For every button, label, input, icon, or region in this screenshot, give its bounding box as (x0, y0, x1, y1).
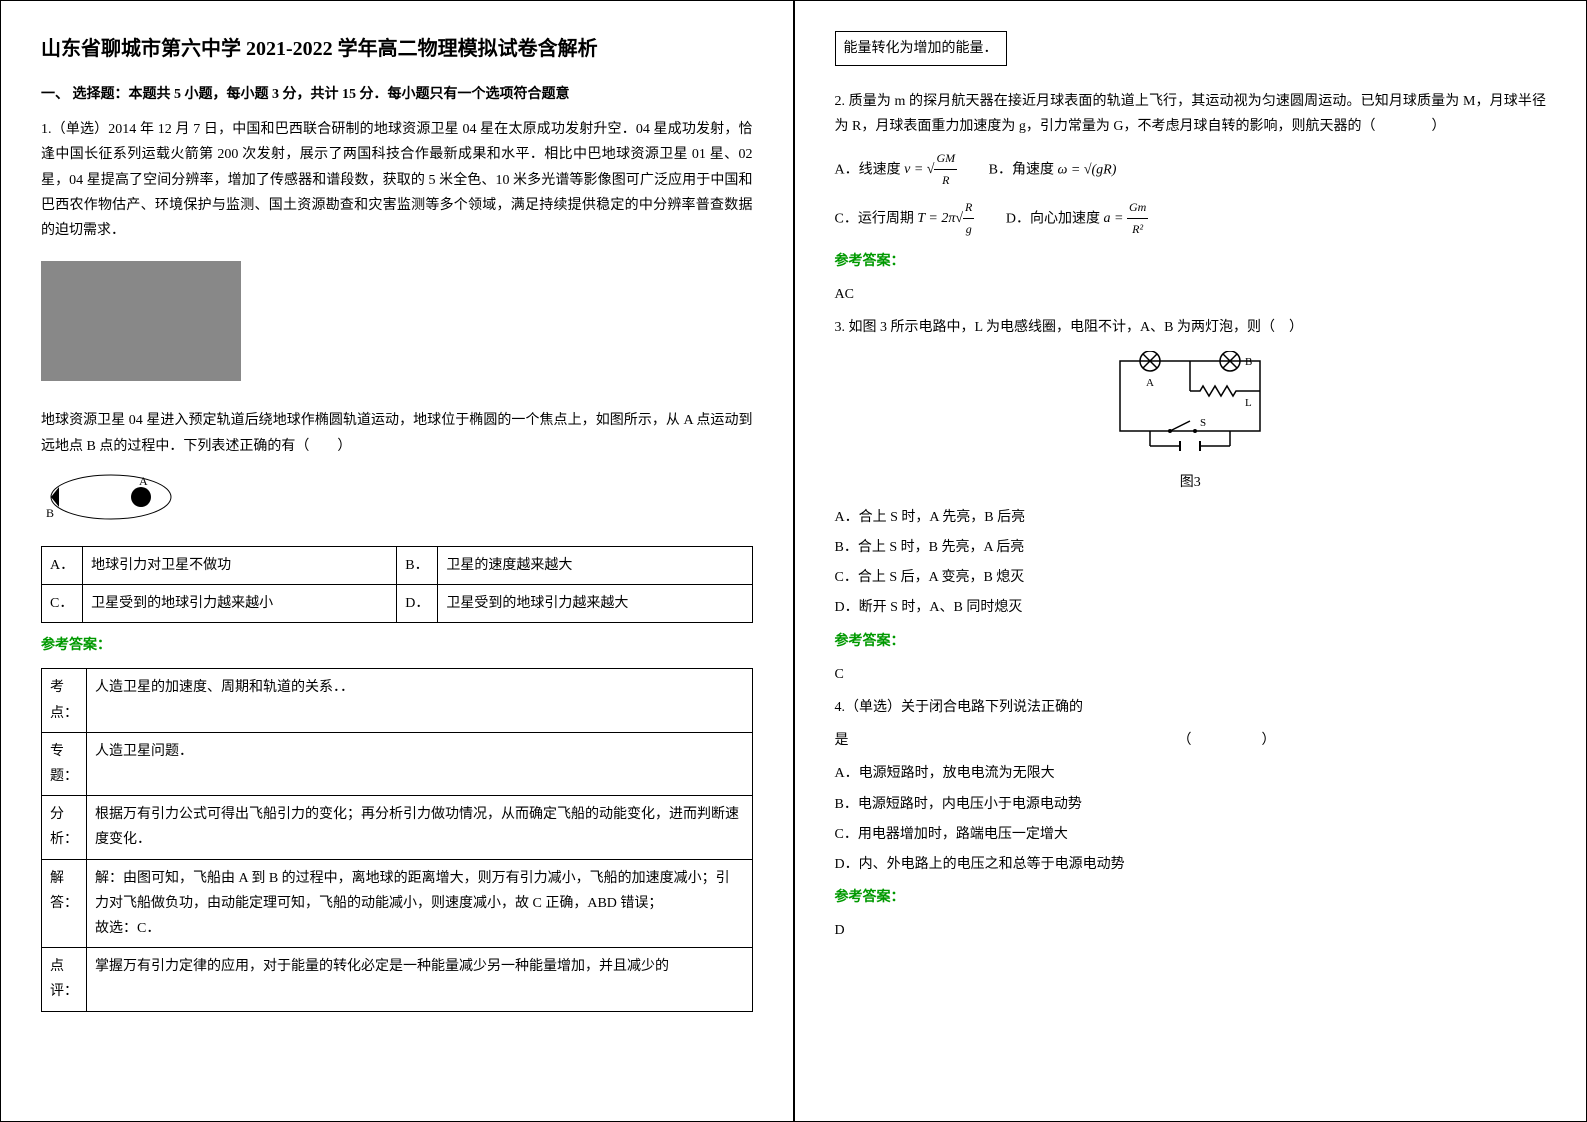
energy-box: 能量转化为增加的能量． (835, 31, 1007, 66)
table-row: C． 卫星受到的地球引力越来越小 D． 卫星受到的地球引力越来越大 (42, 585, 753, 623)
q4-text: 4.（单选）关于闭合电路下列说法正确的 (835, 695, 1547, 720)
option-label-c: C． (42, 585, 83, 623)
kaodian-label: 考点： (42, 669, 87, 732)
zhuanti-label: 专题： (42, 732, 87, 795)
table-row: 分析： 根据万有引力公式可得出飞船引力的变化；再分析引力做功情况，从而确定飞船的… (42, 796, 753, 859)
circuit-caption: 图3 (835, 470, 1547, 495)
q4-opt-b: B．电源短路时，内电压小于电源电动势 (835, 792, 1547, 817)
q4-opt-c: C．用电器增加时，路端电压一定增大 (835, 822, 1547, 847)
q2-formula-c: T = 2π√Rg (917, 211, 974, 226)
q4-opt-a: A．电源短路时，放电电流为无限大 (835, 761, 1547, 786)
table-row: 专题： 人造卫星问题． (42, 732, 753, 795)
q2-formula-d: a = GmR² (1104, 211, 1149, 226)
fenxi-text: 根据万有引力公式可得出飞船引力的变化；再分析引力做功情况，从而确定飞船的动能变化… (87, 796, 753, 859)
q1-orbit-text: 地球资源卫星 04 星进入预定轨道后绕地球作椭圆轨道运动，地球位于椭圆的一个焦点… (41, 408, 753, 458)
svg-text:A: A (1146, 377, 1154, 389)
table-row: 解答： 解：由图可知，飞船由 A 到 B 的过程中，离地球的距离增大，则万有引力… (42, 859, 753, 948)
q2-opt-a-label: A．线速度 (835, 162, 901, 177)
q2-formula-a: v = √GMR (904, 162, 957, 177)
q4-answer: D (835, 918, 1547, 943)
q3-opt-c: C．合上 S 后，A 变亮，B 熄灭 (835, 565, 1547, 590)
q2-answer: AC (835, 282, 1547, 307)
q1-text: 1.（单选）2014 年 12 月 7 日，中国和巴西联合研制的地球资源卫星 0… (41, 117, 753, 243)
q4-answer-label: 参考答案： (835, 885, 1547, 910)
q2-answer-label: 参考答案： (835, 249, 1547, 274)
dianping-text: 掌握万有引力定律的应用，对于能量的转化必定是一种能量减少另一种能量增加，并且减少… (87, 948, 753, 1011)
exam-title: 山东省聊城市第六中学 2021-2022 学年高二物理模拟试卷含解析 (41, 31, 753, 67)
zhuanti-text: 人造卫星问题． (87, 732, 753, 795)
option-label-d: D． (397, 585, 438, 623)
option-d-text: 卫星受到的地球引力越来越大 (438, 585, 752, 623)
svg-text:B: B (1245, 356, 1252, 368)
option-label-a: A． (42, 546, 83, 584)
option-label-b: B． (397, 546, 438, 584)
q2-text: 2. 质量为 m 的探月航天器在接近月球表面的轨道上飞行，其运动视为匀速圆周运动… (835, 89, 1547, 139)
q1-options-table: A． 地球引力对卫星不做功 B． 卫星的速度越来越大 C． 卫星受到的地球引力越… (41, 546, 753, 623)
q4-opt-d: D．内、外电路上的电压之和总等于电源电动势 (835, 852, 1547, 877)
satellite-image (41, 261, 241, 381)
option-b-text: 卫星的速度越来越大 (438, 546, 752, 584)
q4-text2: 是 （ ） (835, 728, 1547, 753)
q2-opt-b-label: B．角速度 (961, 162, 1054, 177)
circuit-diagram: A B L S 图3 (835, 351, 1547, 495)
jieda-label: 解答： (42, 859, 87, 948)
q2-opt-d-label: D．向心加速度 (978, 211, 1100, 226)
option-c-text: 卫星受到的地球引力越来越小 (83, 585, 397, 623)
orbit-diagram: B A (41, 467, 753, 536)
q2-opt-c-label: C．运行周期 (835, 211, 914, 226)
jieda-content-2: 故选：C． (95, 921, 160, 936)
q2-options-row1: A．线速度 v = √GMR B．角速度 ω = √(gR) (835, 148, 1547, 192)
q3-opt-a: A．合上 S 时，A 先亮，B 后亮 (835, 505, 1547, 530)
option-a-text: 地球引力对卫星不做功 (83, 546, 397, 584)
fenxi-label: 分析： (42, 796, 87, 859)
answer-label: 参考答案： (41, 633, 753, 658)
q1-analysis-table: 考点： 人造卫星的加速度、周期和轨道的关系．． 专题： 人造卫星问题． 分析： … (41, 668, 753, 1011)
table-row: 点评： 掌握万有引力定律的应用，对于能量的转化必定是一种能量减少另一种能量增加，… (42, 948, 753, 1011)
svg-text:S: S (1200, 417, 1206, 429)
dianping-label: 点评： (42, 948, 87, 1011)
svg-text:A: A (139, 474, 148, 488)
q3-text: 3. 如图 3 所示电路中，L 为电感线圈，电阻不计，A、B 为两灯泡，则（ ） (835, 315, 1547, 340)
kaodian-text: 人造卫星的加速度、周期和轨道的关系．． (87, 669, 753, 732)
section-1-header: 一、 选择题：本题共 5 小题，每小题 3 分，共计 15 分．每小题只有一个选… (41, 82, 753, 107)
q3-opt-d: D．断开 S 时，A、B 同时熄灭 (835, 595, 1547, 620)
jieda-content-1: 解：由图可知，飞船由 A 到 B 的过程中，离地球的距离增大，则万有引力减小，飞… (95, 871, 730, 911)
q2-formula-b: ω = √(gR) (1058, 162, 1117, 177)
q3-answer: C (835, 662, 1547, 687)
jieda-text: 解：由图可知，飞船由 A 到 B 的过程中，离地球的距离增大，则万有引力减小，飞… (87, 859, 753, 948)
table-row: 考点： 人造卫星的加速度、周期和轨道的关系．． (42, 669, 753, 732)
q2-options-row2: C．运行周期 T = 2π√Rg D．向心加速度 a = GmR² (835, 197, 1547, 241)
table-row: A． 地球引力对卫星不做功 B． 卫星的速度越来越大 (42, 546, 753, 584)
q3-opt-b: B．合上 S 时，B 先亮，A 后亮 (835, 535, 1547, 560)
svg-text:L: L (1245, 397, 1252, 409)
svg-text:B: B (46, 506, 54, 520)
q3-answer-label: 参考答案： (835, 629, 1547, 654)
